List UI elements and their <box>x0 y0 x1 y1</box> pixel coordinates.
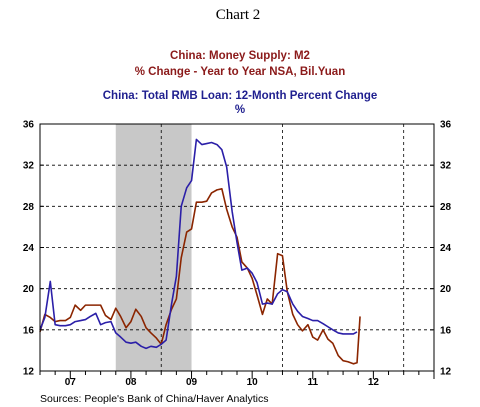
y-tick-label-left-32: 32 <box>23 161 35 172</box>
x-tick-label-09: 09 <box>186 377 198 388</box>
x-tick-label-11: 11 <box>307 377 318 388</box>
series-title-3: % <box>235 104 245 116</box>
source-note: Sources: People's Bank of China/Haver An… <box>40 393 268 405</box>
chart-title: Chart 2 <box>216 7 261 23</box>
x-tick-label-08: 08 <box>125 377 137 388</box>
plot-area: 07 08 09 10 11 12 12 12 16 16 20 20 24 24 28 28 32 32 36 3… <box>23 120 452 389</box>
series-line-1 <box>39 138 358 350</box>
vertical-markers <box>160 124 405 371</box>
series-titles: China: Money Supply: M2 % Change - Year t… <box>103 50 378 116</box>
y-tick-label-right-12: 12 <box>440 367 452 378</box>
y-tick-label-right-20: 20 <box>440 284 452 295</box>
y-tick-label-right-16: 16 <box>440 325 452 336</box>
y-tick-label-right-28: 28 <box>440 202 452 213</box>
x-tick-label-10: 10 <box>247 377 259 388</box>
series-title-2: China: Total RMB Loan: 12-Month Percent … <box>103 90 378 102</box>
x-tick-label-12: 12 <box>368 377 380 388</box>
series-title-0: China: Money Supply: M2 <box>170 50 310 62</box>
series-title-1: % Change - Year to Year NSA, Bil.Yuan <box>135 66 345 78</box>
y-tick-label-left-28: 28 <box>23 202 35 213</box>
y-tick-label-left-20: 20 <box>23 284 35 295</box>
y-axis: 12 12 16 16 20 20 24 24 28 28 32 32 36 36 <box>23 120 452 378</box>
y-tick-label-right-32: 32 <box>440 161 452 172</box>
y-tick-label-right-36: 36 <box>440 120 452 131</box>
plot-frame <box>39 123 435 372</box>
x-tick-label-07: 07 <box>65 377 77 388</box>
series-line-0 <box>39 188 361 365</box>
y-tick-label-left-36: 36 <box>23 120 35 131</box>
y-tick-label-left-24: 24 <box>23 243 35 254</box>
y-tick-label-left-12: 12 <box>23 367 35 378</box>
y-tick-label-left-16: 16 <box>23 325 35 336</box>
x-axis: 07 08 09 10 11 12 <box>39 371 435 388</box>
series-lines <box>39 138 361 365</box>
y-tick-label-right-24: 24 <box>440 243 452 254</box>
